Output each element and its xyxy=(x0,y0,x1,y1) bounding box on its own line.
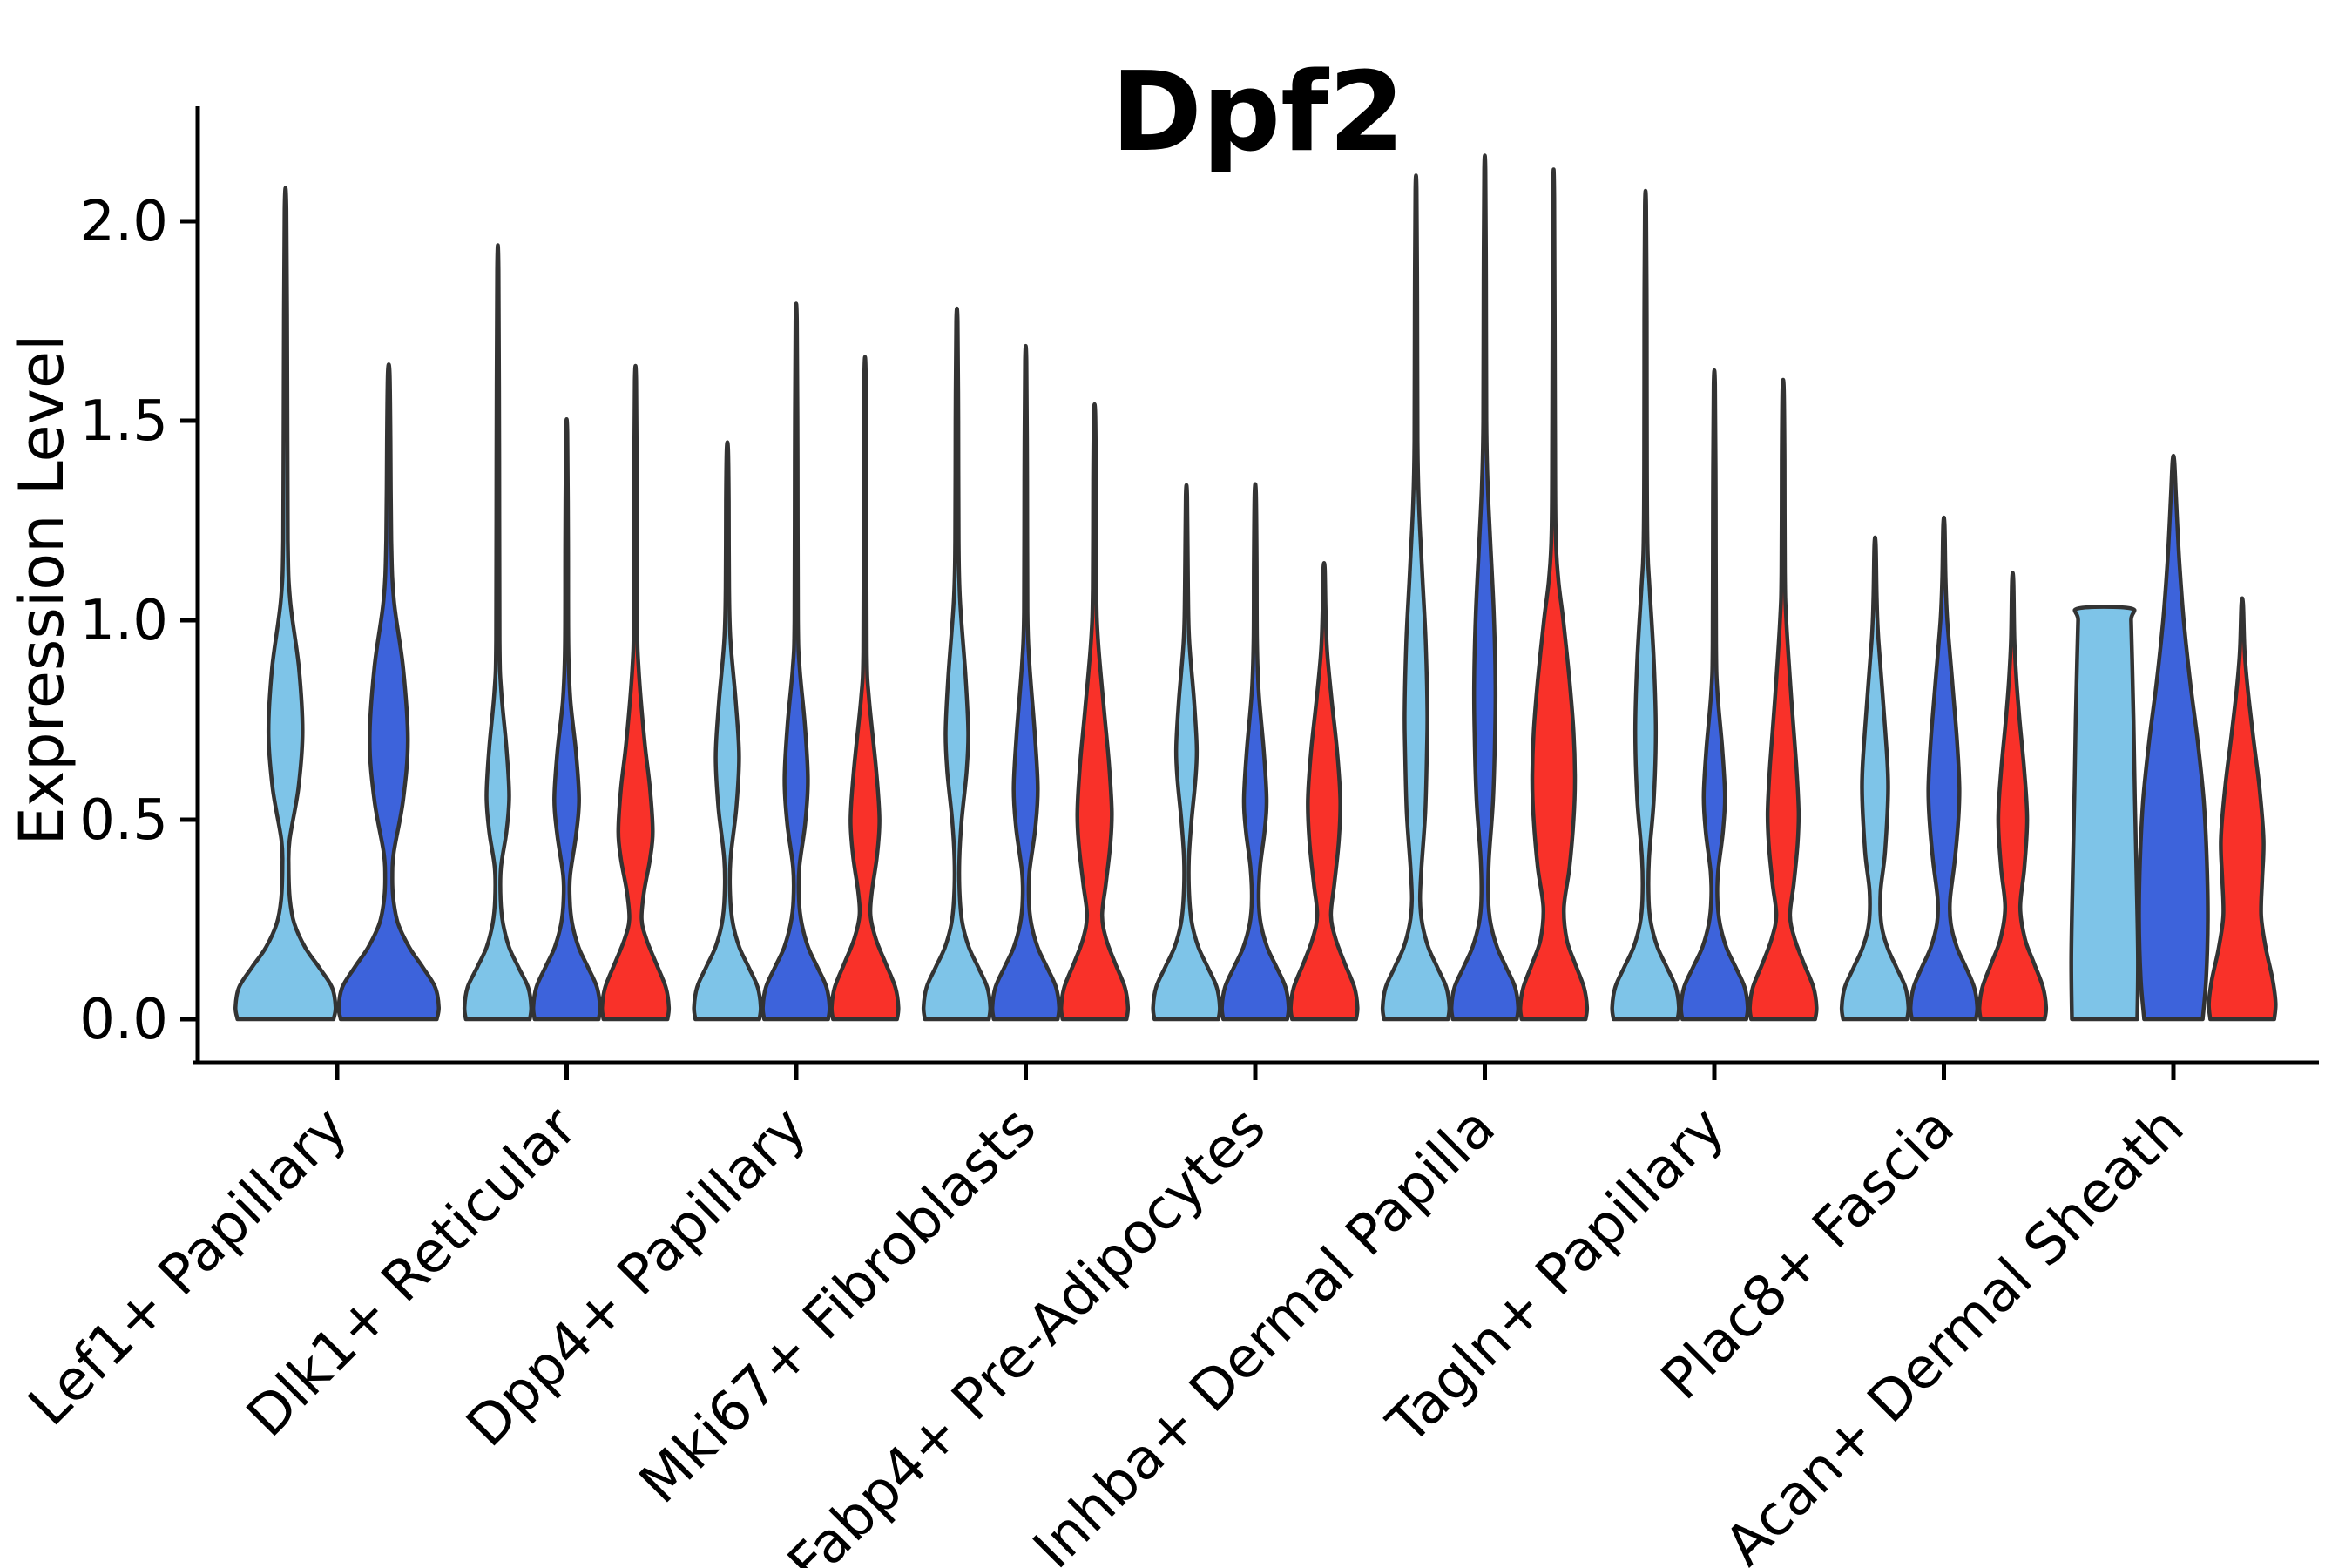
violin-acan-dermal-sheath-light_blue xyxy=(2069,605,2140,1022)
violin-dlk1-reticular-dark_blue xyxy=(531,417,603,1022)
y-tick-label: 0.0 xyxy=(79,988,168,1052)
y-axis-label: Expression Level xyxy=(6,334,78,845)
violin-plac8-fascia-red xyxy=(1977,571,2049,1022)
violin-dpp4-papillary-red xyxy=(829,355,901,1022)
violin-lef1-papillary-dark_blue xyxy=(336,362,441,1022)
x-tick-label: Acan+ Dermal Sheath xyxy=(1713,1095,2197,1568)
y-tick-label: 0.5 xyxy=(79,788,168,853)
violin-tagln-papillary-light_blue xyxy=(1610,188,1681,1022)
y-tick-label: 1.5 xyxy=(79,389,168,454)
violin-mki67-fibroblasts-red xyxy=(1058,402,1131,1022)
x-tick-label: Mki67+ Fibroblasts xyxy=(628,1095,1049,1516)
x-tick-label: Inhba+ Dermal Papilla xyxy=(1022,1095,1508,1568)
violin-fabp4-pre-adipocytes-dark_blue xyxy=(1220,482,1291,1022)
violin-dpp4-papillary-light_blue xyxy=(692,440,763,1022)
violin-fabp4-pre-adipocytes-red xyxy=(1288,560,1360,1022)
violin-dlk1-reticular-red xyxy=(599,363,672,1022)
violin-inhba-dermal-papilla-dark_blue xyxy=(1449,153,1521,1022)
violin-dlk1-reticular-light_blue xyxy=(462,243,534,1022)
violin-plac8-fascia-dark_blue xyxy=(1908,515,1980,1022)
violin-lef1-papillary-light_blue xyxy=(233,186,338,1022)
violin-tagln-papillary-red xyxy=(1747,377,1819,1022)
y-tick-label: 1.0 xyxy=(79,589,168,653)
violin-dpp4-papillary-dark_blue xyxy=(760,301,832,1022)
y-tick-label: 2.0 xyxy=(79,190,168,254)
violin-mki67-fibroblasts-light_blue xyxy=(921,306,993,1022)
violin-tagln-papillary-dark_blue xyxy=(1679,368,1750,1022)
violin-inhba-dermal-papilla-red xyxy=(1517,167,1590,1022)
violin-acan-dermal-sheath-dark_blue xyxy=(2137,453,2210,1022)
chart-title: Dpf2 xyxy=(1111,48,1404,176)
violin-mki67-fibroblasts-dark_blue xyxy=(990,343,1062,1022)
violin-fabp4-pre-adipocytes-light_blue xyxy=(1151,483,1222,1022)
violin-plac8-fascia-light_blue xyxy=(1839,535,1911,1022)
violin-acan-dermal-sheath-red xyxy=(2207,596,2278,1022)
violin-inhba-dermal-papilla-light_blue xyxy=(1380,173,1452,1022)
violin-layer xyxy=(233,153,2278,1022)
